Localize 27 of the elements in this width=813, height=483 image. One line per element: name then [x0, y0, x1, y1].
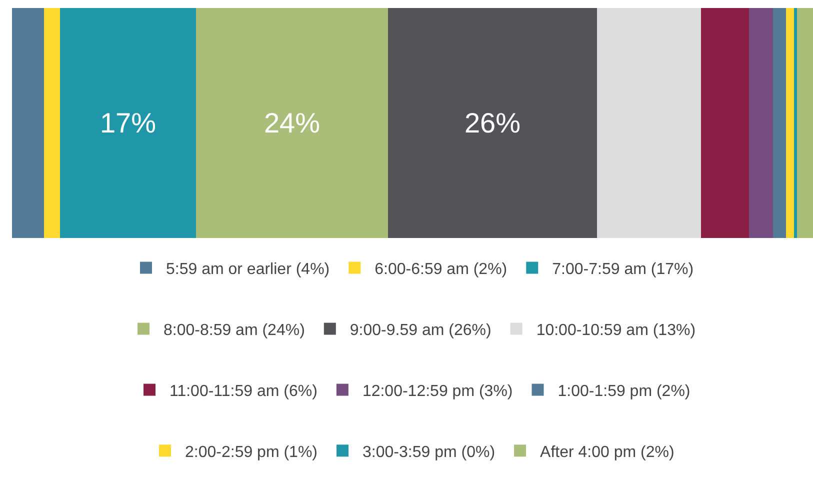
data-label: 26%: [464, 108, 521, 138]
legend-label: 6:00-6:59 am (2%): [374, 261, 508, 278]
bar: [786, 8, 794, 238]
legend-label: 1:00-1:59 pm (2%): [558, 382, 690, 400]
legend-label: 8:00-8:59 am (24%): [164, 322, 305, 339]
legend-label: 12:00-12:59 pm (3%): [362, 382, 513, 400]
bar: [794, 8, 797, 238]
bar: [12, 8, 44, 238]
bar: [797, 8, 813, 238]
bar: [597, 8, 701, 238]
bar: [60, 8, 196, 238]
bar: [701, 8, 749, 238]
legend-label: 9:00-9.59 am (26%): [350, 322, 492, 339]
legend-label: 7:00-7:59 am (17%): [552, 261, 694, 278]
bar: [388, 8, 597, 238]
legend-label: 3:00-3:59 pm (0%): [362, 444, 496, 461]
bar: [773, 8, 786, 238]
legend-label: After 4:00 pm (2%): [540, 444, 674, 461]
legend-label: 11:00-11:59 am (6%): [170, 382, 318, 400]
data-label: 24%: [264, 108, 320, 138]
bar: [44, 8, 60, 238]
legend-label: 2:00-2:59 pm (1%): [185, 444, 318, 461]
legend-label: 10:00-10:59 am (13%): [536, 322, 696, 339]
legend-label: 5:59 am or earlier (4%): [166, 261, 330, 278]
data-label: 17%: [100, 108, 156, 138]
bar: [196, 8, 388, 238]
bar: [749, 8, 773, 238]
